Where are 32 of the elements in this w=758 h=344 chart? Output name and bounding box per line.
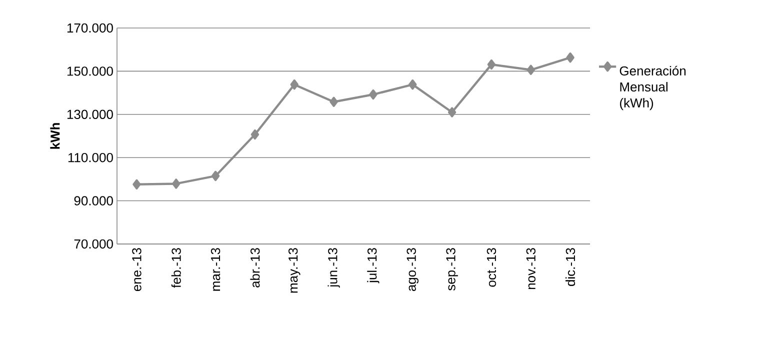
- x-tick-label: dic.-13: [566, 248, 576, 286]
- x-tick-label: may.-13: [288, 248, 300, 293]
- y-tick-label: 150.000: [67, 66, 113, 76]
- point: [211, 170, 220, 182]
- point: [487, 59, 496, 70]
- legend-label: Generación Mensual (kWh): [620, 66, 686, 110]
- y-tick-label: 170.000: [67, 23, 113, 33]
- x-tick-label: ene.-13: [132, 248, 142, 292]
- point: [132, 179, 141, 190]
- point: [330, 96, 338, 107]
- x-tick-label: mar.-13: [210, 248, 220, 291]
- x-tick-label: feb.-13: [171, 248, 181, 288]
- x-tick-label: nov.-13: [526, 248, 536, 290]
- x-tick-label: jun.-13: [328, 248, 340, 288]
- y-tick-label: 110.000: [68, 152, 113, 162]
- point: [172, 178, 180, 189]
- x-tick-label: abr.-13: [250, 248, 260, 288]
- x-tick-label: oct.-13: [486, 248, 496, 287]
- point: [290, 79, 298, 90]
- x-tick-label: jul.-13: [367, 248, 380, 284]
- y-tick-label: 70.000: [74, 239, 113, 249]
- y-axis-title: kWh: [50, 123, 60, 149]
- x-tick-label: sep.-13: [446, 248, 458, 291]
- point: [566, 52, 574, 63]
- x-tick-label: ago.-13: [406, 248, 419, 292]
- point: [408, 79, 417, 90]
- y-tick-label: 130.000: [67, 110, 113, 119]
- point: [369, 89, 378, 100]
- y-tick-label: 90.000: [74, 196, 113, 206]
- point: [448, 107, 456, 118]
- point: [526, 64, 535, 75]
- point: [250, 129, 260, 140]
